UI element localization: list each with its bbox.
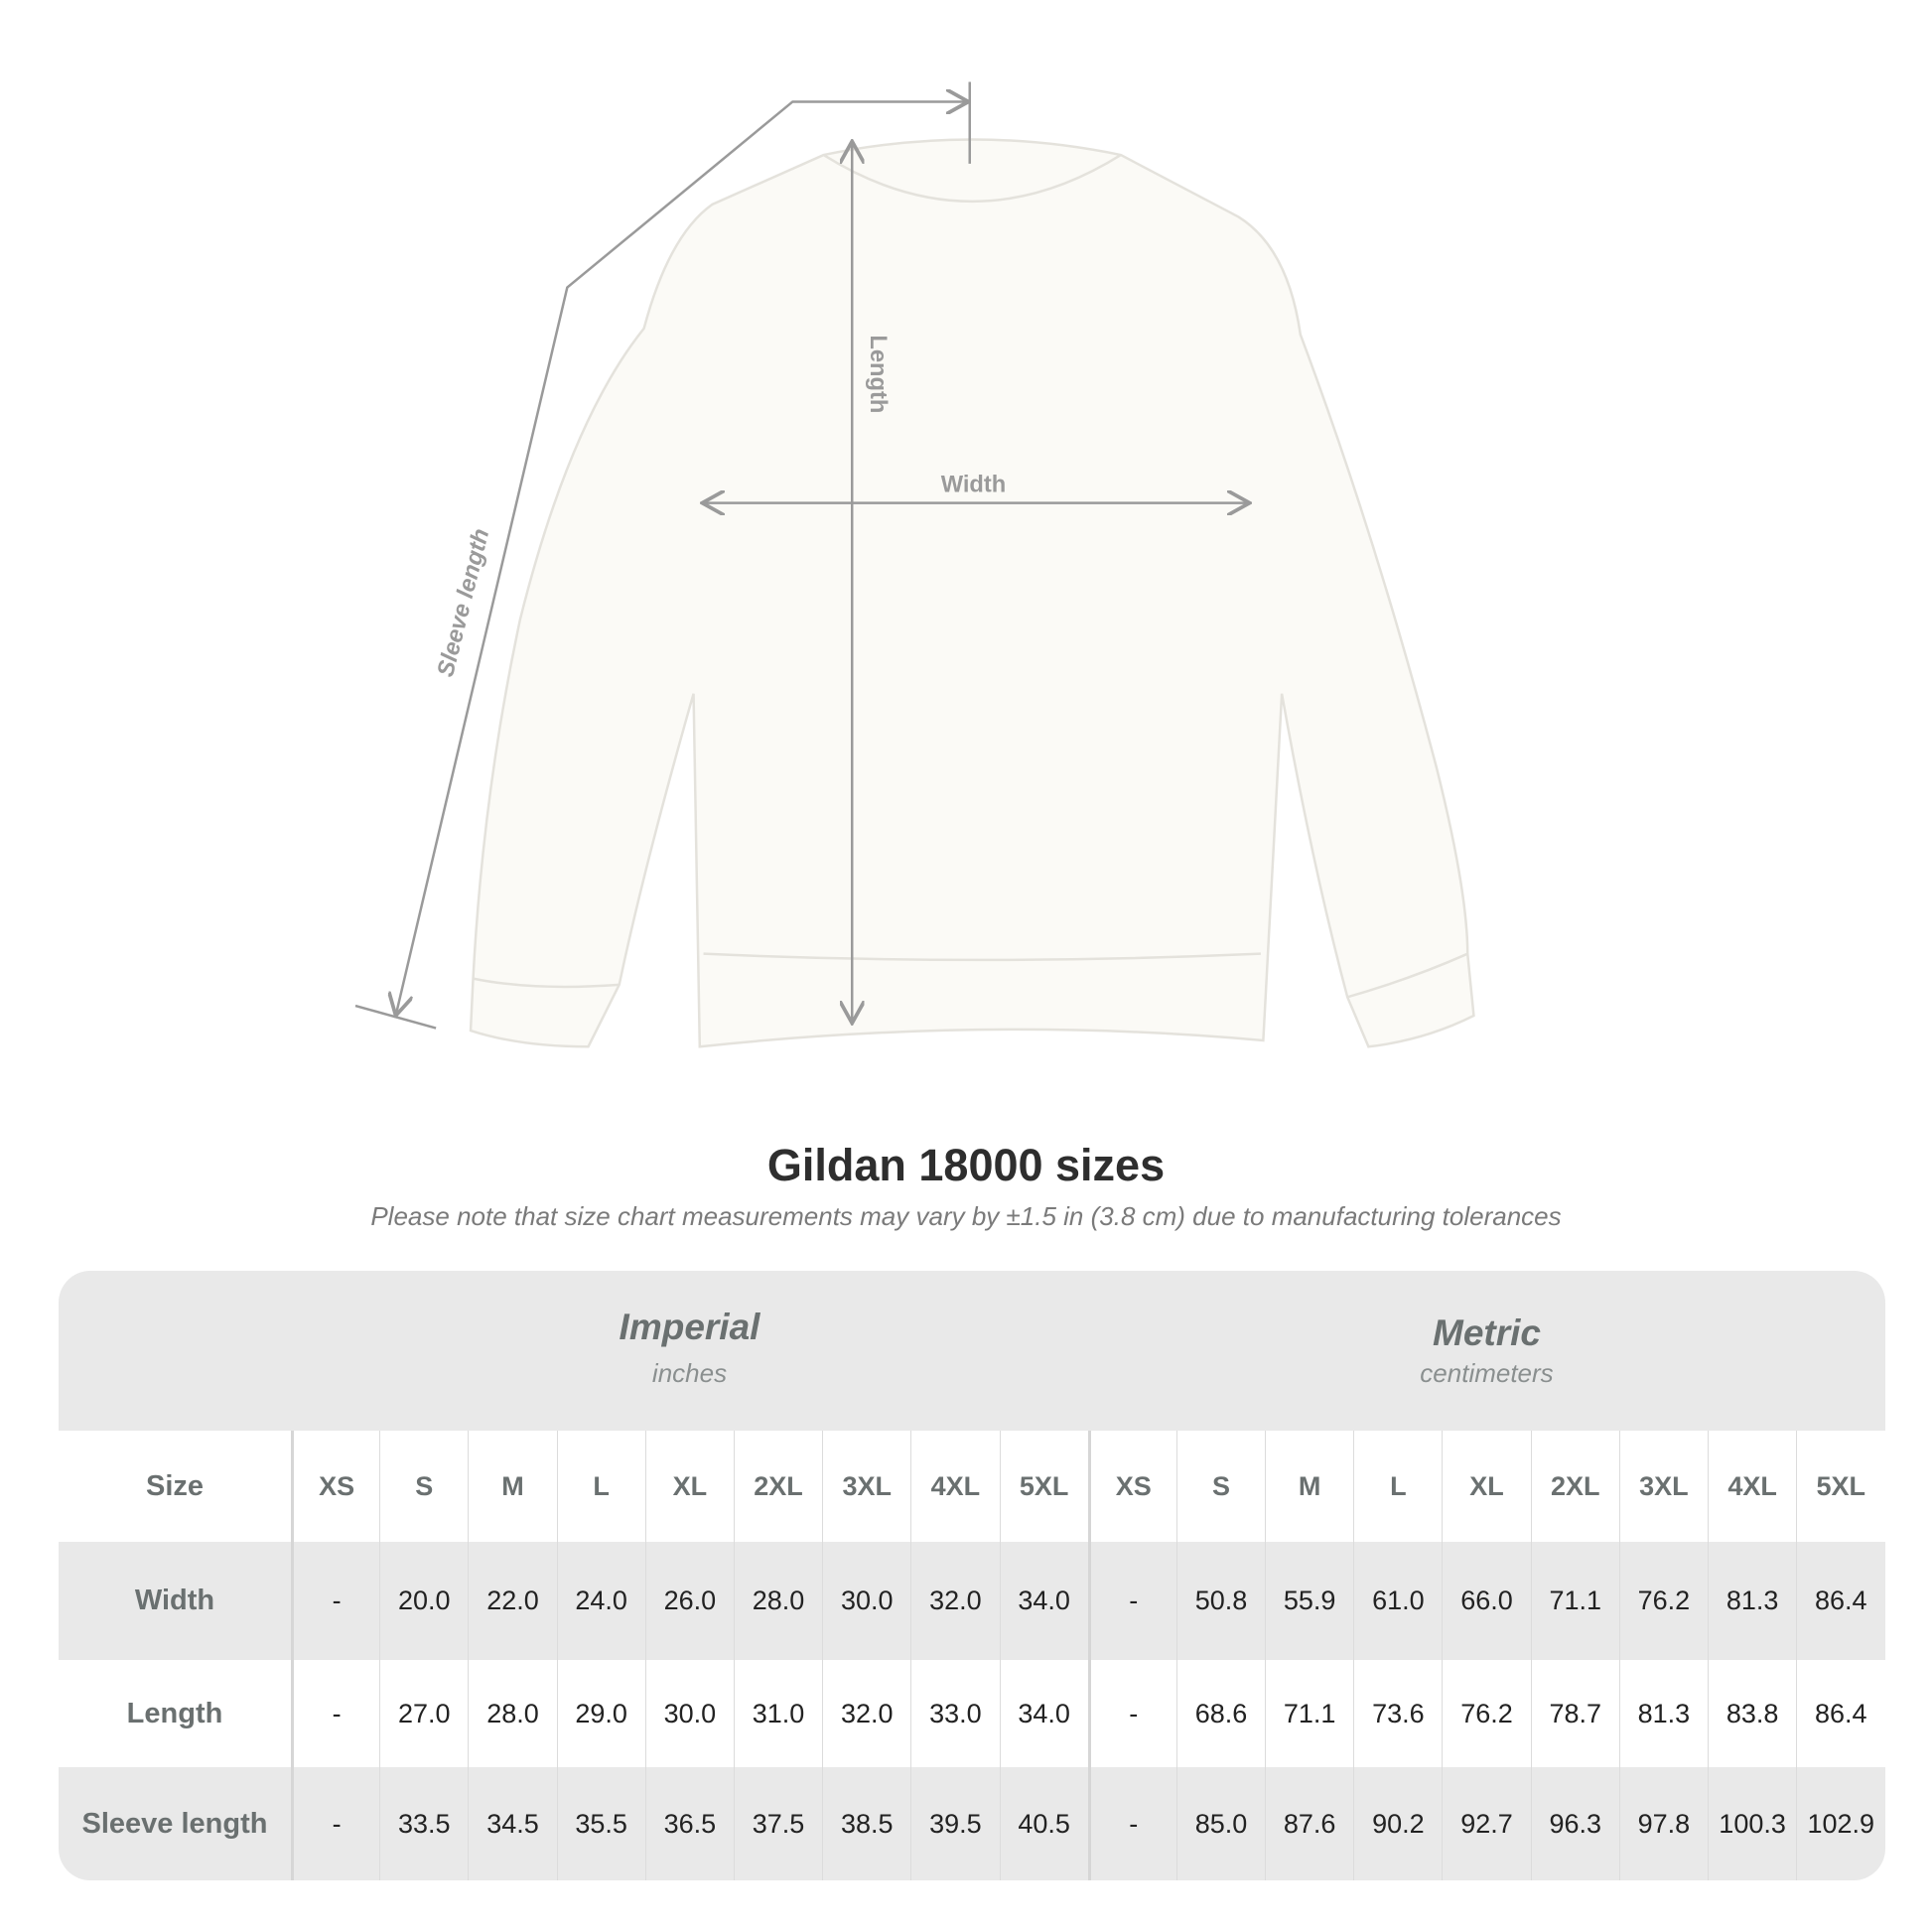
metric-cell: XS — [1087, 1431, 1176, 1542]
metric-cell: 81.3 — [1708, 1542, 1796, 1660]
length-label: Length — [865, 335, 891, 413]
imperial-cell: L — [556, 1431, 645, 1542]
imperial-cell: - — [291, 1660, 379, 1767]
metric-cell: 81.3 — [1618, 1660, 1708, 1767]
imperial-cell: 34.0 — [999, 1542, 1088, 1660]
metric-cell: 3XL — [1618, 1431, 1708, 1542]
imperial-cell: 39.5 — [910, 1767, 999, 1880]
imperial-cell: - — [291, 1542, 379, 1660]
metric-cell: - — [1087, 1767, 1176, 1880]
size-header-row: Size XS S M L XL 2XL 3XL 4XL 5XL XS S M L XL 2XL 3XL 4XL 5… — [59, 1431, 1885, 1542]
row-label: Size — [145, 1469, 205, 1502]
metric-cell: 61.0 — [1353, 1542, 1442, 1660]
metric-cell: 87.6 — [1265, 1767, 1353, 1880]
metric-cell: 5XL — [1796, 1431, 1884, 1542]
row-band — [59, 1542, 1885, 1660]
metric-cell: XL — [1442, 1431, 1530, 1542]
sweatshirt-illustration: Length Width Sleeve length — [354, 81, 1475, 1048]
imperial-cell: 27.0 — [379, 1660, 468, 1767]
imperial-cell: 32.0 — [822, 1660, 910, 1767]
metric-unit: centimeters — [1420, 1358, 1554, 1388]
metric-cell: 71.1 — [1265, 1660, 1353, 1767]
metric-cell: 73.6 — [1353, 1660, 1442, 1767]
metric-cell: 86.4 — [1796, 1660, 1884, 1767]
imperial-cell: 34.0 — [999, 1660, 1088, 1767]
width-label: Width — [941, 472, 1007, 497]
size-table: Imperial inches Metric centimeters Size X… — [59, 1271, 1885, 1880]
imperial-cell: 5XL — [999, 1431, 1088, 1542]
imperial-cell: 26.0 — [644, 1542, 734, 1660]
imperial-unit: inches — [651, 1358, 728, 1388]
metric-cell: 85.0 — [1175, 1767, 1265, 1880]
row-label: Width — [134, 1585, 215, 1616]
imperial-cell: 37.5 — [733, 1767, 822, 1880]
imperial-cell: 22.0 — [468, 1542, 556, 1660]
metric-cell: 90.2 — [1353, 1767, 1442, 1880]
imperial-cell: 28.0 — [468, 1660, 556, 1767]
metric-cell: 76.2 — [1442, 1660, 1530, 1767]
imperial-cell: 30.0 — [822, 1542, 910, 1660]
row-label: Sleeve length — [81, 1807, 268, 1840]
imperial-cell: M — [468, 1431, 556, 1542]
metric-cell: 83.8 — [1708, 1660, 1796, 1767]
metric-cell: M — [1265, 1431, 1353, 1542]
metric-cell: 50.8 — [1175, 1542, 1265, 1660]
metric-cell: L — [1353, 1431, 1442, 1542]
imperial-cell: S — [379, 1431, 468, 1542]
metric-cell: 102.9 — [1796, 1767, 1884, 1880]
measurement-lines — [354, 81, 1247, 1030]
row-label: Length — [126, 1697, 223, 1729]
imperial-cell: XL — [644, 1431, 734, 1542]
metric-cell: 76.2 — [1618, 1542, 1708, 1660]
imperial-cell: 30.0 — [644, 1660, 734, 1767]
metric-title: Metric — [1433, 1312, 1541, 1353]
sweatshirt-shape — [469, 138, 1475, 1048]
metric-cell: 100.3 — [1708, 1767, 1796, 1880]
tolerance-note: Please note that size chart measurements… — [370, 1201, 1562, 1231]
page-title: Gildan 18000 sizes — [766, 1140, 1166, 1190]
imperial-cell: 4XL — [910, 1431, 999, 1542]
imperial-cell: 33.0 — [910, 1660, 999, 1767]
metric-header: Metric centimeters — [1088, 1271, 1885, 1431]
imperial-header: Imperial inches — [291, 1271, 1088, 1431]
imperial-cell: 20.0 — [379, 1542, 468, 1660]
imperial-cell: 40.5 — [999, 1767, 1088, 1880]
metric-cell: 2XL — [1530, 1431, 1619, 1542]
imperial-cell: 3XL — [822, 1431, 910, 1542]
imperial-cell: 2XL — [733, 1431, 822, 1542]
imperial-cell: 34.5 — [468, 1767, 556, 1880]
imperial-cell: 38.5 — [822, 1767, 910, 1880]
metric-cell: 96.3 — [1530, 1767, 1619, 1880]
metric-cell: 4XL — [1708, 1431, 1796, 1542]
metric-cell: 78.7 — [1530, 1660, 1619, 1767]
imperial-cell: 31.0 — [733, 1660, 822, 1767]
metric-cell: 92.7 — [1442, 1767, 1530, 1880]
row-band — [59, 1767, 1885, 1880]
table-row: Sleeve length -33.5 34.5 35.5 36.5 37.5 38.5 39… — [59, 1767, 1885, 1880]
imperial-cell: 29.0 — [556, 1660, 645, 1767]
metric-cell: 55.9 — [1265, 1542, 1353, 1660]
imperial-cell: 24.0 — [556, 1542, 645, 1660]
metric-cell: 68.6 — [1175, 1660, 1265, 1767]
imperial-cell: 36.5 — [644, 1767, 734, 1880]
metric-cell: 97.8 — [1618, 1767, 1708, 1880]
table-row: Width -20.0 22.0 24.0 26.0 28.0 30.0 32.0 34.0-5… — [59, 1542, 1885, 1660]
imperial-cell: 33.5 — [379, 1767, 468, 1880]
imperial-title: Imperial — [619, 1307, 760, 1347]
metric-cell: - — [1087, 1660, 1176, 1767]
sleeve-length-label: Sleeve length — [433, 526, 494, 679]
sleeve-arrow — [396, 101, 966, 1013]
metric-cell: - — [1087, 1542, 1176, 1660]
imperial-cell: 35.5 — [556, 1767, 645, 1880]
metric-cell: 86.4 — [1796, 1542, 1884, 1660]
imperial-cell: XS — [291, 1431, 379, 1542]
table-row: Length -27.0 28.0 29.0 30.0 31.0 32.0 33.0 34.0-… — [59, 1660, 1885, 1767]
metric-cell: 71.1 — [1530, 1542, 1619, 1660]
header-band — [59, 1271, 1885, 1431]
metric-cell: S — [1175, 1431, 1265, 1542]
metric-cell: 66.0 — [1442, 1542, 1530, 1660]
imperial-cell: - — [291, 1767, 379, 1880]
imperial-cell: 28.0 — [733, 1542, 822, 1660]
imperial-cell: 32.0 — [910, 1542, 999, 1660]
